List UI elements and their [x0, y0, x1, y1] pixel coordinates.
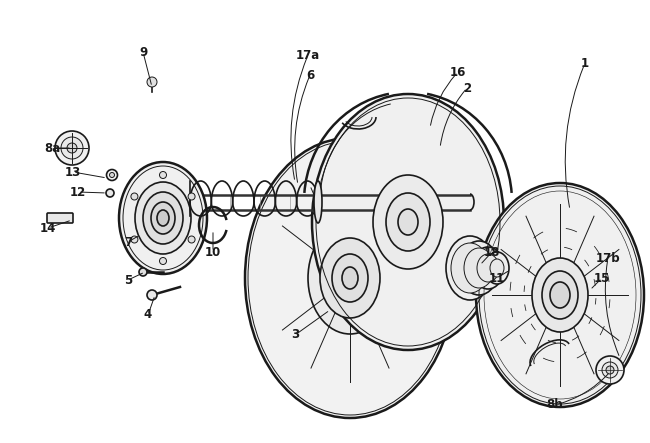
Circle shape: [67, 143, 77, 153]
Ellipse shape: [342, 267, 358, 289]
Text: 13: 13: [65, 166, 81, 179]
Ellipse shape: [308, 222, 392, 334]
Ellipse shape: [464, 248, 494, 288]
Ellipse shape: [151, 202, 175, 234]
Text: 14: 14: [40, 222, 56, 234]
Ellipse shape: [472, 247, 504, 289]
FancyBboxPatch shape: [47, 213, 73, 223]
Circle shape: [61, 137, 83, 159]
Ellipse shape: [459, 241, 499, 295]
Circle shape: [188, 236, 195, 243]
Ellipse shape: [119, 162, 207, 274]
Circle shape: [606, 366, 614, 374]
Ellipse shape: [245, 138, 455, 418]
Circle shape: [55, 131, 89, 165]
Ellipse shape: [386, 193, 430, 251]
Ellipse shape: [451, 243, 489, 293]
Ellipse shape: [550, 282, 570, 308]
Circle shape: [131, 236, 138, 243]
Circle shape: [109, 172, 114, 178]
Circle shape: [188, 193, 195, 200]
Text: 7: 7: [124, 236, 132, 249]
Ellipse shape: [373, 175, 443, 269]
Circle shape: [107, 170, 118, 180]
Ellipse shape: [135, 182, 191, 254]
Circle shape: [159, 257, 166, 264]
Text: 3: 3: [291, 329, 299, 342]
Ellipse shape: [143, 192, 183, 244]
Ellipse shape: [320, 238, 380, 318]
Text: 11: 11: [489, 272, 505, 284]
Ellipse shape: [314, 181, 322, 223]
Ellipse shape: [332, 254, 368, 302]
Ellipse shape: [477, 254, 499, 282]
Ellipse shape: [485, 252, 509, 284]
Text: 16: 16: [450, 66, 466, 78]
Ellipse shape: [446, 236, 494, 300]
Ellipse shape: [542, 271, 578, 319]
Text: 15: 15: [594, 272, 610, 284]
Circle shape: [131, 193, 138, 200]
Circle shape: [596, 356, 624, 384]
Circle shape: [602, 362, 618, 378]
Text: 12: 12: [70, 186, 86, 198]
Circle shape: [139, 268, 147, 276]
Ellipse shape: [532, 258, 588, 332]
Circle shape: [147, 290, 157, 300]
Text: 8b: 8b: [547, 399, 564, 412]
Text: 17a: 17a: [296, 48, 320, 62]
Text: 9: 9: [139, 46, 147, 58]
Text: 17b: 17b: [595, 252, 620, 264]
Text: 6: 6: [306, 69, 314, 82]
Text: 2: 2: [463, 82, 471, 94]
Text: 4: 4: [144, 308, 152, 322]
Ellipse shape: [490, 259, 504, 277]
Circle shape: [147, 77, 157, 87]
Text: 1: 1: [581, 57, 589, 70]
Text: 10: 10: [205, 245, 221, 259]
Circle shape: [159, 171, 166, 179]
Text: 18: 18: [484, 245, 501, 259]
Ellipse shape: [157, 210, 169, 226]
Ellipse shape: [312, 94, 504, 350]
Ellipse shape: [398, 209, 418, 235]
Text: 5: 5: [124, 273, 132, 287]
Circle shape: [106, 189, 114, 197]
Ellipse shape: [476, 183, 644, 407]
Text: 8a: 8a: [44, 141, 60, 155]
